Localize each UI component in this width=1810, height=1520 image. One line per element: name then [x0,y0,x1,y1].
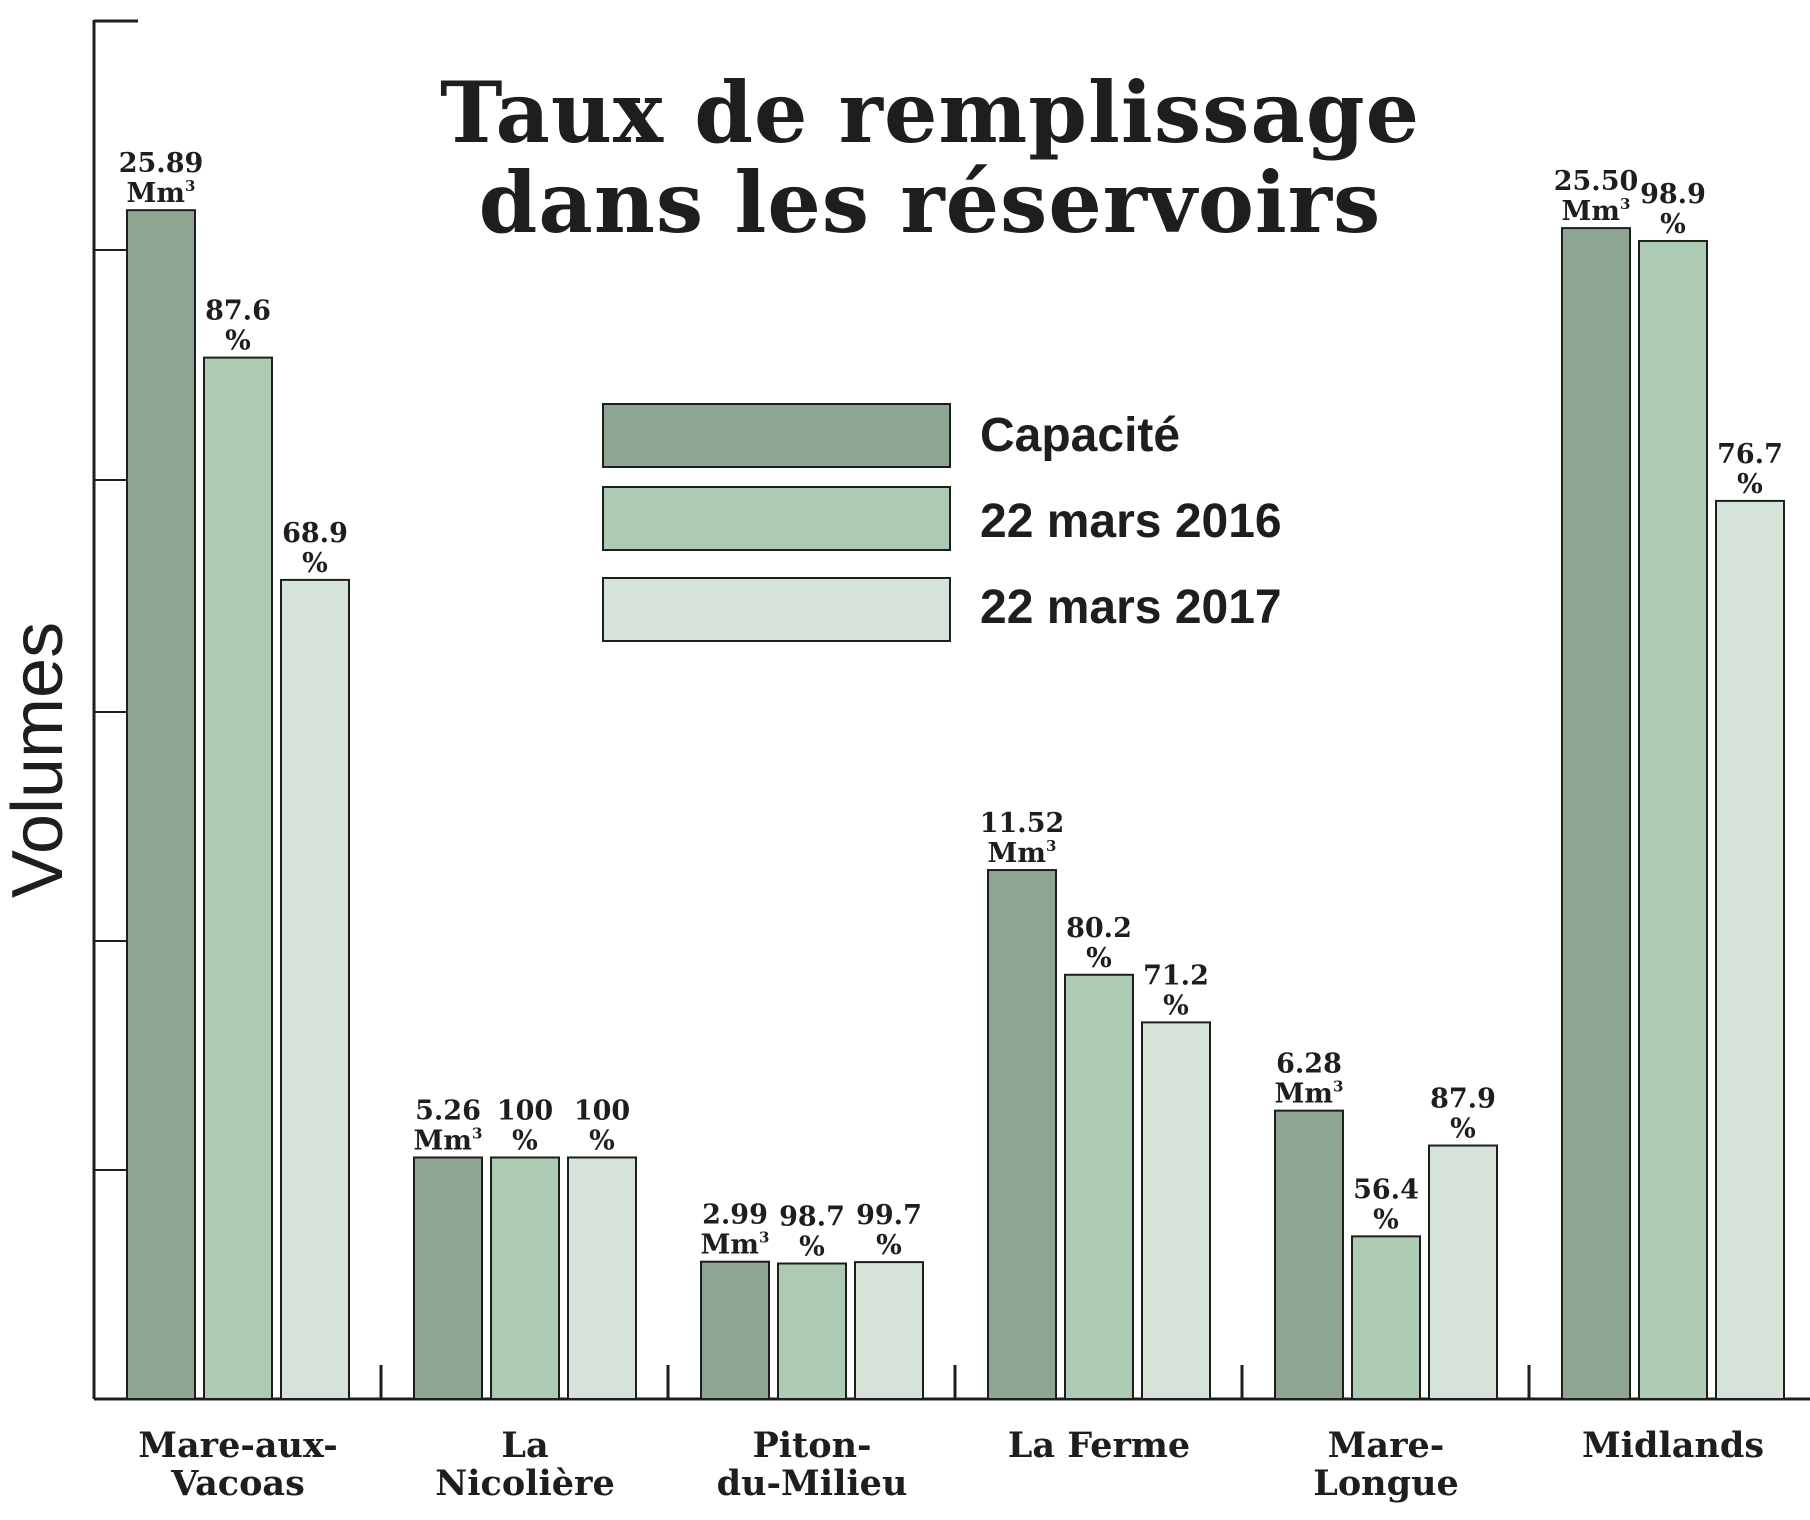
data-label-value: 6.28 [1276,1049,1342,1080]
bar-2017 [1141,1021,1211,1400]
category-label: Mare-aux- [138,1425,338,1466]
data-label-unit: Mm3 [988,837,1057,869]
data-label-value: 25.89 [119,148,204,179]
data-label-unit: % [799,1231,825,1262]
bar-capacite [987,869,1057,1400]
bar-2017 [1428,1144,1498,1401]
bar-capacite [1274,1109,1344,1401]
chart-title-line-1: Taux de remplissage [440,63,1420,162]
bar-2017 [280,578,350,1400]
category-label: Vacoas [170,1463,305,1504]
bar-capacite [126,209,196,1401]
data-label-value: 2.99 [702,1200,768,1231]
legend-swatch-2016 [602,486,951,551]
legend: Capacité 22 mars 2016 22 mars 2017 [602,403,1282,642]
bar-2017 [854,1261,924,1401]
bar-2016 [777,1262,847,1401]
data-label-unit: % [876,1230,902,1261]
bar-2017 [1715,499,1785,1400]
data-label-unit: % [1373,1204,1399,1235]
bar-2016 [1638,239,1708,1401]
legend-label-2017: 22 mars 2017 [980,581,1282,634]
category-label: Piton- [752,1425,871,1466]
chart-title-line-2: dans les réservoirs [479,153,1382,252]
category-label: La [501,1425,548,1466]
bar-2016 [490,1156,560,1401]
data-label-unit: % [512,1125,538,1156]
data-label-value: 56.4 [1353,1174,1419,1205]
data-label-value: 80.2 [1066,913,1132,944]
category-label: La Ferme [1008,1425,1190,1466]
category-label: du-Milieu [717,1463,908,1504]
data-label-value: 98.7 [779,1201,845,1232]
data-label-unit: Mm3 [1562,195,1631,227]
bar-capacite [700,1260,770,1400]
bar-2016 [1064,973,1134,1401]
data-label-value: 11.52 [980,808,1065,839]
category-label: Midlands [1582,1425,1764,1466]
data-label-value: 100 [574,1095,630,1126]
category-label: Longue [1313,1463,1459,1504]
data-label-unit: % [1450,1114,1476,1145]
bar-capacite [413,1156,483,1401]
category-label: Mare- [1328,1425,1445,1466]
axes [92,19,1810,1401]
data-label-value: 87.6 [205,296,271,327]
bar-2016 [1351,1235,1421,1400]
data-label-unit: % [302,548,328,579]
legend-label-2016: 22 mars 2016 [980,495,1282,548]
data-label-unit: Mm3 [701,1229,770,1261]
bar-2017 [567,1156,637,1401]
data-label-value: 100 [497,1095,553,1126]
legend-label-capacite: Capacité [980,409,1180,462]
data-label-unit: % [225,326,251,357]
data-label-unit: % [1086,943,1112,974]
data-label-unit: Mm3 [1275,1078,1344,1110]
data-label-value: 76.7 [1717,439,1783,470]
category-label: Nicolière [435,1463,615,1504]
data-label-value: 5.26 [415,1095,481,1126]
data-label-value: 87.9 [1430,1084,1496,1115]
data-label-unit: % [589,1125,615,1156]
bar-2016 [203,356,273,1401]
data-label-value: 99.7 [856,1200,922,1231]
y-axis-label: Volumes [0,622,78,898]
legend-swatch-2017 [602,577,951,642]
data-labels: 25.89Mm387.6%68.9%5.26Mm3100%100%2.99Mm3… [119,148,1783,1262]
data-label-unit: Mm3 [414,1124,483,1156]
data-label-value: 25.50 [1554,166,1639,197]
data-label-unit: % [1737,469,1763,500]
bars [126,209,1785,1401]
bar-capacite [1561,227,1631,1401]
data-label-value: 71.2 [1143,960,1209,991]
data-label-unit: % [1163,990,1189,1021]
data-label-value: 68.9 [282,518,348,549]
data-label-value: 98.9 [1640,179,1706,210]
data-label-unit: Mm3 [127,177,196,209]
data-label-unit: % [1660,209,1686,240]
legend-swatch-capacite [602,403,951,468]
